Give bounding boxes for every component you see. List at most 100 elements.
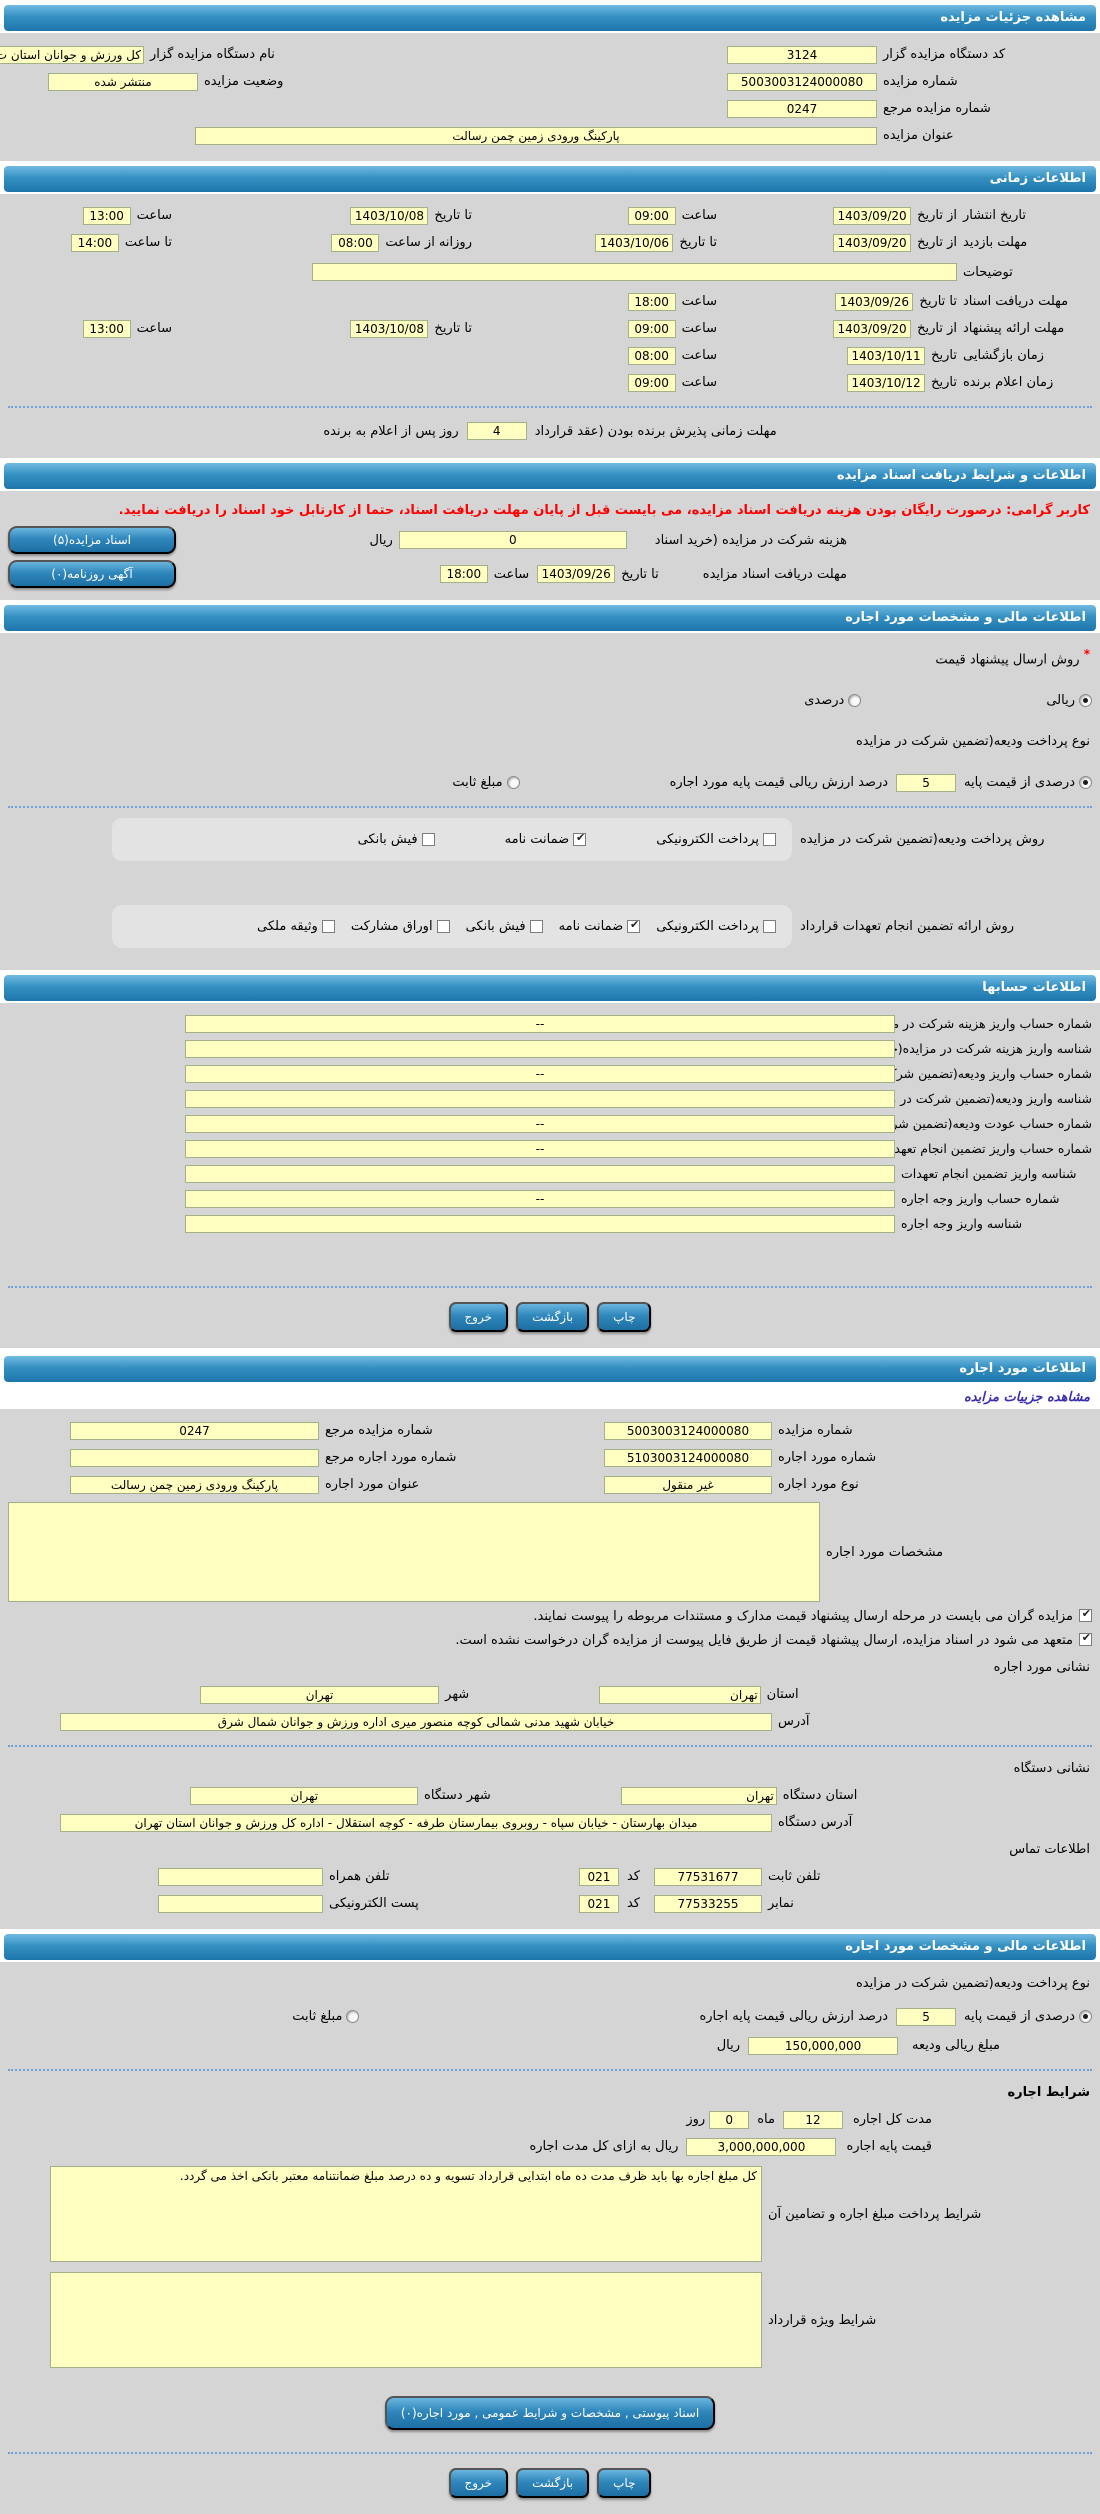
exit-button[interactable]: خروج xyxy=(448,1302,509,1333)
agency-name-input[interactable] xyxy=(0,45,144,64)
exit-button[interactable]: خروج xyxy=(448,2468,509,2499)
time-notes-input[interactable] xyxy=(312,263,957,281)
contract-guarantee-checkbox[interactable] xyxy=(627,918,641,934)
percent-radio[interactable] xyxy=(848,694,862,708)
no-file-price-checkbox[interactable] xyxy=(1079,1631,1092,1647)
doc-deadline-date-input[interactable] xyxy=(537,565,616,583)
attach-docs-checkbox[interactable] xyxy=(1079,1607,1092,1623)
rent-deposit-id-input[interactable] xyxy=(185,1214,895,1233)
actions-row-bottom: چاپ بازگشت خروج xyxy=(8,2462,1092,2502)
opening-time-input[interactable] xyxy=(627,346,676,365)
deposit-percent-radio[interactable] xyxy=(1079,776,1092,790)
accept-deadline-suffix: روز پس از اعلام به برنده xyxy=(323,423,459,439)
section-header-time-info: اطلاعات زمانی xyxy=(4,166,1096,192)
offer-from-time-input[interactable] xyxy=(627,319,676,338)
rent-deposit-account-input[interactable] xyxy=(185,1189,895,1208)
print-button[interactable]: چاپ xyxy=(597,2468,652,2499)
deposit-epay-checkbox[interactable] xyxy=(763,833,776,847)
item-city-input[interactable] xyxy=(199,1685,440,1704)
newspaper-ads-button[interactable]: آگهی روزنامه(۰) xyxy=(8,560,176,588)
auction-no-input[interactable] xyxy=(727,72,877,91)
auction-title-input[interactable] xyxy=(195,126,877,145)
contract-property-checkbox[interactable] xyxy=(321,920,335,934)
publish-from-date-input[interactable] xyxy=(833,206,912,225)
publish-to-date-input[interactable] xyxy=(350,206,429,225)
deposit-amount-input[interactable] xyxy=(748,2036,899,2055)
rial-radio[interactable] xyxy=(1079,694,1092,708)
org-city-input[interactable] xyxy=(190,1786,419,1805)
publish-from-time-input[interactable] xyxy=(627,206,676,225)
visit-daily-to-time-input[interactable] xyxy=(70,233,119,252)
offer-from-date-input[interactable] xyxy=(833,319,912,338)
fee-deposit-id-input[interactable] xyxy=(185,1039,895,1058)
auction-documents-button[interactable]: اسناد مزایده(۵) xyxy=(8,526,176,554)
phone-code-input[interactable] xyxy=(578,1867,619,1886)
item-province-input[interactable] xyxy=(599,1685,761,1704)
attach-docs-checkbox-row: مزایده گران می بایست در مرحله ارسال پیشن… xyxy=(8,1606,1092,1630)
visit-to-date-input[interactable] xyxy=(595,233,674,252)
item-address-input[interactable] xyxy=(60,1712,772,1731)
visit-daily-from-time-input[interactable] xyxy=(331,233,380,252)
back-button[interactable]: بازگشت xyxy=(516,1302,590,1333)
fax-code-input[interactable] xyxy=(578,1894,619,1913)
org-address-input[interactable] xyxy=(60,1813,772,1832)
winner-time-input[interactable] xyxy=(627,373,676,392)
duration-days-input[interactable] xyxy=(709,2110,750,2129)
item-auction-ref-input[interactable] xyxy=(70,1421,319,1440)
opening-date-input[interactable] xyxy=(847,346,926,365)
section-header-rental-item: اطلاعات مورد اجاره xyxy=(4,1356,1096,1383)
item-ref-input[interactable] xyxy=(70,1448,319,1467)
rental-terms-title: شرایط اجاره xyxy=(1007,2085,1090,2101)
print-button[interactable]: چاپ xyxy=(597,1302,652,1333)
docs-deadline-time-input[interactable] xyxy=(627,292,676,311)
doc-deadline-hour-input[interactable] xyxy=(439,565,488,583)
base-price-input[interactable] xyxy=(686,2137,837,2156)
contract-bankslip-checkbox[interactable] xyxy=(529,920,543,934)
org-province-input[interactable] xyxy=(620,1786,777,1805)
account-row: شماره حساب واریز هزینه شرکت در مزایده(خر… xyxy=(8,1011,1092,1036)
guarantee-deposit-account-input[interactable] xyxy=(185,1064,895,1083)
deposit-fixed-radio[interactable] xyxy=(506,776,520,790)
item-auction-no-input[interactable] xyxy=(604,1421,772,1440)
deposit2-fixed-radio[interactable] xyxy=(346,2010,360,2024)
deposit-guarantee-checkbox[interactable] xyxy=(573,831,587,847)
winner-date-input[interactable] xyxy=(847,373,926,392)
docs-deadline-date-input[interactable] xyxy=(835,292,914,311)
fax-input[interactable] xyxy=(654,1894,762,1913)
email-input[interactable] xyxy=(158,1894,323,1913)
visit-from-date-input[interactable] xyxy=(833,233,912,252)
deposit2-percent-input[interactable] xyxy=(896,2007,957,2026)
back-button[interactable]: بازگشت xyxy=(516,2468,590,2499)
agency-code-input[interactable] xyxy=(727,45,877,64)
doc-fee-input[interactable] xyxy=(398,531,627,549)
status-input[interactable] xyxy=(48,72,198,91)
pay-terms-textarea[interactable]: کل مبلغ اجاره بها باید ظرف مدت ده ماه اب… xyxy=(50,2166,762,2263)
accept-deadline-days-input[interactable] xyxy=(466,422,527,440)
fee-deposit-account-input[interactable] xyxy=(185,1014,895,1033)
item-no-input[interactable] xyxy=(604,1448,772,1467)
view-auction-details-link[interactable]: مشاهده جزییات مزایده xyxy=(963,1390,1090,1406)
offer-to-date-input[interactable] xyxy=(350,319,429,338)
mobile-input[interactable] xyxy=(158,1867,323,1886)
item-spec-textarea[interactable] xyxy=(8,1502,820,1603)
item-type-input[interactable] xyxy=(604,1475,772,1494)
attached-docs-button[interactable]: اسناد پیوستی , مشخصات و شرایط عمومی , مو… xyxy=(384,2396,716,2431)
duration-months-input[interactable] xyxy=(782,2110,843,2129)
ref-no-input[interactable] xyxy=(727,99,877,118)
deposit2-percent-radio[interactable] xyxy=(1079,2010,1092,2024)
deposit-bankslip-checkbox[interactable] xyxy=(421,833,435,847)
publish-to-time-input[interactable] xyxy=(82,206,131,225)
special-terms-textarea[interactable] xyxy=(50,2272,762,2369)
no-file-price-text: متعهد می شود در اسناد مزایده، ارسال پیشن… xyxy=(455,1633,1073,1649)
phone-input[interactable] xyxy=(654,1867,762,1886)
deposit-percent-input[interactable] xyxy=(896,773,957,792)
obligation-deposit-id-input[interactable] xyxy=(185,1164,895,1183)
contract-epay-checkbox[interactable] xyxy=(763,920,776,934)
offer-to-time-input[interactable] xyxy=(82,319,131,338)
deposit2-fixed-label: مبلغ ثابت xyxy=(292,2009,343,2025)
item-title-input[interactable] xyxy=(70,1475,319,1494)
deposit-return-account-input[interactable] xyxy=(185,1114,895,1133)
contract-bonds-checkbox[interactable] xyxy=(436,920,450,934)
obligation-deposit-account-input[interactable] xyxy=(185,1139,895,1158)
guarantee-deposit-id-input[interactable] xyxy=(185,1089,895,1108)
